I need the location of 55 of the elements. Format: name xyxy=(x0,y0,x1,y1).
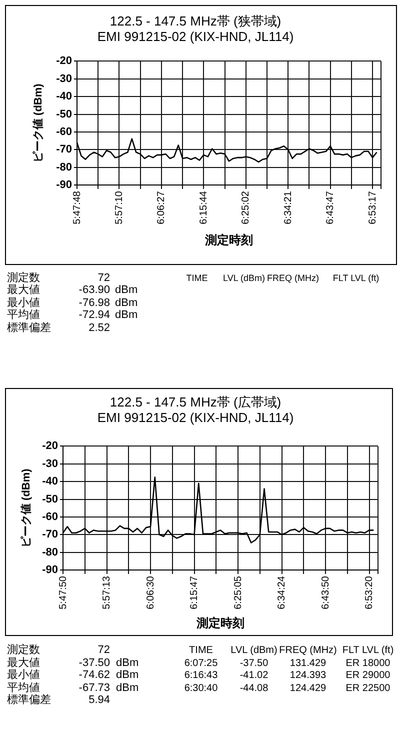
x-axis-title: 測定時刻 xyxy=(196,616,244,630)
chart-subtitle: EMI 991215-02 (KIX-HND, JL114) xyxy=(97,410,294,425)
y-tick-label: -50 xyxy=(56,108,72,120)
x-tick-label: 6:34:24 xyxy=(276,576,288,610)
text: 測定数 72 xyxy=(7,644,110,656)
y-tick-label: -20 xyxy=(42,440,58,452)
y-tick-label: -20 xyxy=(56,55,72,68)
text: TIME LVL (dBm) FREQ (MHz) FLT LVL (ft) xyxy=(186,273,380,283)
text: 6:07:25 -37.50 131.429 ER 18000 xyxy=(184,658,390,668)
y-axis-title: ピーク値 (dBm) xyxy=(20,468,33,548)
chart-subtitle: EMI 991215-02 (KIX-HND, JL114) xyxy=(97,28,294,44)
y-tick-label: -60 xyxy=(56,126,72,138)
y-tick-label: -40 xyxy=(56,90,72,103)
x-tick-label: 6:34:21 xyxy=(282,190,294,224)
x-tick-label: 5:57:13 xyxy=(102,576,112,610)
text: 標準偏差 2.52 xyxy=(7,322,110,334)
text: 最小値 -76.98 dBm xyxy=(7,296,138,309)
y-axis-title: ピーク値 (dBm) xyxy=(32,83,45,163)
text: 平均値 -67.73 dBm xyxy=(7,682,139,694)
x-tick-label: 6:25:02 xyxy=(240,190,252,224)
y-tick-label: -50 xyxy=(42,493,58,506)
y-tick-label: -80 xyxy=(42,546,58,558)
text: TIME LVL (dBm) FREQ (MHz) FLT LVL (ft) xyxy=(189,645,394,656)
text: 測定数 72 xyxy=(7,272,110,284)
chart-title: 122.5 - 147.5 MHz帯 (広帯域) xyxy=(110,394,282,410)
x-tick-label: 6:53:20 xyxy=(364,576,375,610)
text: 6:16:43 -41.02 124.393 ER 29000 xyxy=(184,670,390,681)
y-tick-label: -30 xyxy=(56,72,72,85)
y-tick-label: -90 xyxy=(42,564,58,576)
text: 平均値 -72.94 dBm xyxy=(7,309,138,322)
x-tick-label: 5:57:10 xyxy=(114,190,125,224)
y-tick-label: -70 xyxy=(42,528,58,541)
y-tick-label: -80 xyxy=(56,161,72,174)
y-tick-label: -90 xyxy=(56,179,72,192)
x-tick-label: 5:47:48 xyxy=(72,190,83,224)
x-axis-title: 測定時刻 xyxy=(204,233,253,248)
text: 最大値 -63.90 dBm xyxy=(7,284,138,296)
text: 最小値 -74.62 dBm xyxy=(7,669,139,681)
text: 6:30:40 -44.08 124.429 ER 22500 xyxy=(184,682,390,694)
x-tick-label: 6:15:44 xyxy=(198,190,210,224)
x-tick-label: 6:15:47 xyxy=(189,576,200,610)
x-tick-label: 6:53:17 xyxy=(367,190,378,224)
text: 標準偏差 5.94 xyxy=(7,694,110,706)
y-tick-label: -70 xyxy=(56,144,72,156)
y-tick-label: -40 xyxy=(42,476,58,488)
text: 最大値 -37.50 dBm xyxy=(7,656,139,668)
x-tick-label: 5:47:50 xyxy=(58,576,69,610)
x-tick-label: 6:25:05 xyxy=(232,576,244,610)
x-tick-label: 6:43:50 xyxy=(320,576,332,610)
x-tick-label: 6:06:30 xyxy=(145,576,156,610)
x-tick-label: 6:43:47 xyxy=(325,190,336,224)
y-tick-label: -60 xyxy=(42,510,58,523)
y-tick-label: -30 xyxy=(42,458,58,470)
chart-title: 122.5 - 147.5 MHz帯 (狭帯域) xyxy=(110,13,282,28)
x-tick-label: 6:06:27 xyxy=(156,190,168,224)
